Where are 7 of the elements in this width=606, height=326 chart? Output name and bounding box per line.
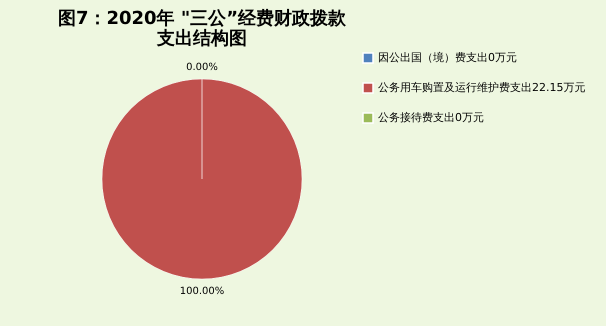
text: 支出结构图 — [157, 28, 247, 49]
text: 0.00% — [186, 62, 218, 73]
data-label: 100.00% — [180, 286, 224, 297]
text: 图7：2020年 "三公”经费财政拨款 — [58, 8, 346, 29]
legend-label: 公务用车购置及运行维护费支出22.15万元 — [378, 81, 586, 94]
legend-label: 因公出国（境）费支出0万元 — [378, 51, 517, 64]
legend-label: 公务接待费支出0万元 — [378, 111, 484, 124]
